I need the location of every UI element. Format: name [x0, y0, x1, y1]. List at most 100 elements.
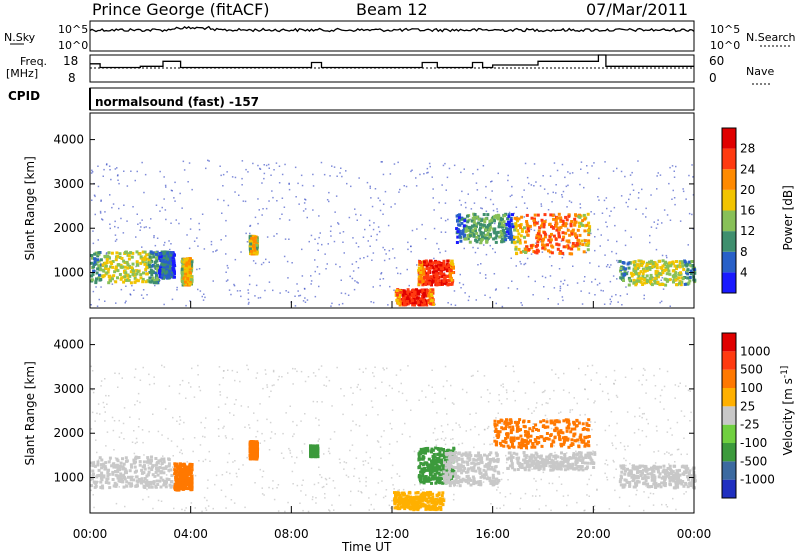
data-cell: [132, 269, 135, 273]
scatter-point: [655, 425, 658, 428]
data-cell: [422, 268, 426, 272]
scatter-point: [594, 249, 596, 252]
scatter-point: [218, 435, 220, 437]
data-cell: [188, 265, 192, 269]
data-cell: [502, 223, 506, 227]
data-cell: [565, 218, 569, 222]
scatter-point: [319, 232, 321, 234]
data-cell: [179, 469, 183, 473]
scatter-point: [281, 173, 284, 176]
data-cell: [509, 231, 513, 235]
data-cell: [551, 213, 555, 217]
data-cell: [578, 233, 582, 237]
scatter-point: [342, 231, 345, 233]
data-cell: [543, 231, 547, 235]
data-cell: [183, 474, 187, 478]
data-cell: [249, 242, 253, 246]
scatter-point: [616, 396, 619, 398]
scatter-point: [410, 250, 412, 253]
scatter-point: [637, 197, 640, 199]
data-cell: [96, 460, 100, 464]
data-cell: [162, 252, 166, 256]
scatter-point: [142, 289, 145, 291]
scatter-point: [252, 162, 254, 165]
data-cell: [151, 473, 155, 477]
scatter-point: [190, 386, 192, 388]
data-cell: [537, 232, 541, 236]
data-cell: [256, 449, 259, 453]
scatter-point: [379, 469, 382, 471]
scatter-point: [463, 247, 465, 250]
scatter-point: [405, 399, 408, 402]
data-cell: [154, 457, 158, 460]
scatter-point: [685, 491, 687, 493]
scatter-point: [399, 272, 402, 275]
scatter-point: [310, 280, 313, 282]
data-cell: [163, 266, 167, 270]
scatter-point: [568, 200, 571, 202]
scatter-point: [584, 509, 586, 512]
data-cell: [550, 225, 553, 229]
scatter-point: [233, 502, 236, 504]
data-cell: [465, 237, 468, 241]
scatter-point: [261, 432, 263, 435]
data-cell: [532, 219, 536, 223]
scatter-point: [404, 422, 406, 425]
scatter-point: [312, 400, 315, 403]
data-cell: [581, 243, 585, 247]
scatter-point: [303, 443, 306, 445]
scatter-point: [683, 493, 685, 495]
scatter-point: [422, 488, 425, 490]
scatter-point: [159, 170, 161, 173]
scatter-point: [513, 370, 515, 373]
scatter-point: [583, 280, 585, 282]
scatter-point: [660, 279, 662, 281]
data-cell: [141, 250, 145, 254]
data-cell: [466, 237, 470, 241]
data-cell: [442, 264, 446, 267]
scatter-point: [374, 387, 377, 389]
scatter-point: [552, 191, 554, 194]
scatter-point: [669, 467, 671, 469]
scatter-point: [692, 176, 694, 178]
scatter-point: [659, 394, 662, 397]
scatter-point: [604, 254, 606, 256]
data-cell: [169, 484, 173, 488]
data-cell: [133, 280, 137, 284]
data-cell: [509, 219, 513, 223]
scatter-point: [395, 374, 398, 376]
scatter-point: [502, 472, 504, 474]
data-cell: [550, 251, 554, 255]
data-cell: [504, 238, 508, 242]
scatter-point: [315, 417, 317, 419]
data-cell: [661, 264, 665, 268]
nsearch-hi: 10^5: [710, 23, 740, 36]
scatter-point: [556, 169, 559, 172]
scatter-point: [691, 164, 693, 166]
scatter-point: [181, 452, 183, 455]
data-cell: [564, 224, 568, 228]
data-cell: [663, 260, 667, 264]
scatter-point: [615, 394, 618, 397]
data-cell: [153, 474, 157, 478]
scatter-point: [668, 452, 670, 454]
scatter-point: [153, 382, 155, 385]
scatter-point: [466, 391, 468, 394]
data-cell: [165, 255, 169, 259]
scatter-point: [523, 263, 525, 266]
data-cell: [470, 233, 474, 237]
data-cell: [403, 301, 407, 305]
scatter-point: [186, 461, 188, 463]
data-cell: [502, 220, 506, 224]
scatter-point: [607, 264, 609, 266]
scatter-point: [647, 496, 650, 499]
scatter-point: [276, 233, 278, 235]
data-cell: [110, 251, 114, 255]
data-cell: [416, 301, 420, 305]
data-cell: [174, 482, 178, 486]
data-cell: [689, 272, 693, 276]
data-cell: [479, 223, 483, 226]
scatter-point: [118, 436, 121, 438]
scatter-point: [92, 494, 94, 496]
